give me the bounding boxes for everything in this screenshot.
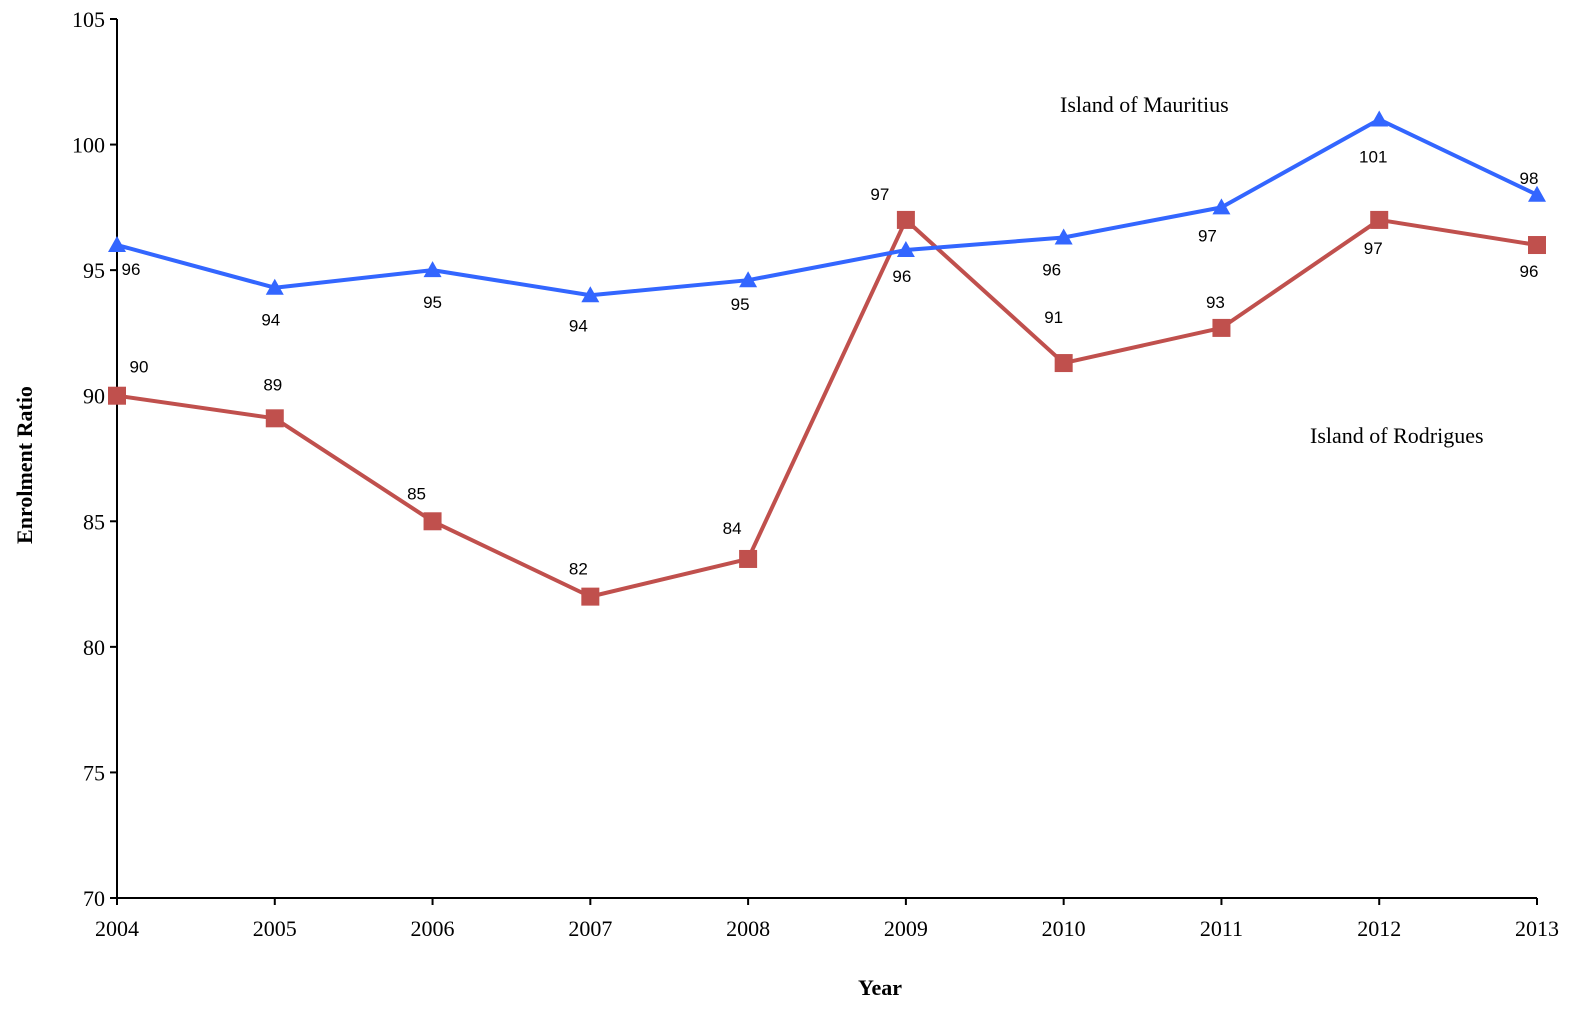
data-label-rodrigues: 96 (1520, 262, 1539, 281)
data-point-mauritius (739, 271, 758, 288)
data-label-mauritius: 95 (731, 295, 750, 314)
series-layer (108, 110, 1546, 606)
y-tick-label: 105 (72, 7, 105, 32)
data-point-mauritius (108, 236, 126, 253)
y-tick-label: 95 (83, 258, 105, 283)
series-line-mauritius (116, 117, 1538, 298)
data-label-mauritius: 95 (423, 293, 442, 312)
y-axis-ticks: 70 75 80 85 90 95 100 105 (72, 7, 117, 911)
data-point-rodrigues (423, 512, 442, 531)
data-label-rodrigues: 89 (263, 375, 282, 394)
data-point-rodrigues (896, 210, 915, 229)
data-label-mauritius: 98 (1520, 169, 1539, 188)
data-label-rodrigues: 84 (723, 519, 742, 538)
data-point-rodrigues (581, 587, 600, 606)
x-tick-label: 2013 (1515, 916, 1559, 941)
x-tick-label: 2008 (726, 916, 770, 941)
data-labels: 96 94 95 94 95 96 96 97 101 98 90 89 85 82 84 97 91 93 97 9… (122, 147, 1539, 578)
data-point-mauritius (1212, 198, 1231, 215)
x-tick-label: 2007 (568, 916, 612, 941)
data-label-rodrigues: 82 (569, 560, 588, 579)
data-point-rodrigues (1528, 236, 1546, 255)
x-tick-label: 2004 (95, 916, 139, 941)
data-label-rodrigues: 91 (1044, 308, 1063, 327)
series-label-rodrigues: Island of Rodrigues (1310, 423, 1484, 448)
data-point-rodrigues (108, 386, 126, 405)
data-label-rodrigues: 97 (1364, 239, 1383, 258)
data-label-rodrigues: 93 (1206, 293, 1225, 312)
data-label-mauritius: 94 (569, 316, 588, 335)
x-tick-label: 2005 (253, 916, 297, 941)
x-axis-title: Year (858, 975, 902, 1000)
data-point-mauritius (896, 241, 915, 258)
y-tick-label: 80 (83, 635, 105, 660)
data-label-mauritius: 96 (892, 267, 911, 286)
data-label-mauritius: 94 (261, 311, 280, 330)
data-point-rodrigues (1212, 318, 1231, 337)
data-point-mauritius (1370, 110, 1389, 127)
data-label-rodrigues: 85 (407, 484, 426, 503)
x-tick-label: 2006 (411, 916, 455, 941)
data-point-rodrigues (739, 549, 758, 568)
x-tick-label: 2010 (1042, 916, 1086, 941)
x-tick-label: 2011 (1200, 916, 1243, 941)
x-tick-label: 2012 (1357, 916, 1401, 941)
y-tick-label: 100 (72, 133, 105, 158)
data-label-rodrigues: 97 (870, 185, 889, 204)
data-point-rodrigues (1370, 210, 1389, 229)
series-label-mauritius: Island of Mauritius (1060, 92, 1229, 117)
data-point-rodrigues (265, 409, 284, 428)
data-label-mauritius: 96 (122, 260, 141, 279)
series-line-rodrigues (116, 217, 1538, 599)
y-tick-label: 75 (83, 760, 105, 785)
data-point-rodrigues (1054, 354, 1073, 373)
y-axis-title: Enrolment Ratio (12, 386, 37, 544)
data-label-mauritius: 101 (1359, 147, 1387, 166)
x-axis-ticks: 2004 2005 2006 2007 2008 2009 2010 2011 2012 2013 (95, 898, 1559, 941)
data-label-rodrigues: 90 (130, 358, 149, 377)
data-point-mauritius (1528, 185, 1546, 202)
y-tick-label: 70 (83, 886, 105, 911)
data-point-mauritius (265, 278, 284, 295)
data-point-mauritius (423, 261, 442, 278)
y-tick-label: 90 (83, 384, 105, 409)
x-tick-label: 2009 (884, 916, 928, 941)
data-point-mauritius (1054, 228, 1073, 245)
data-point-mauritius (581, 286, 600, 303)
data-label-mauritius: 97 (1198, 226, 1217, 245)
data-label-mauritius: 96 (1042, 260, 1061, 279)
y-tick-label: 85 (83, 509, 105, 534)
